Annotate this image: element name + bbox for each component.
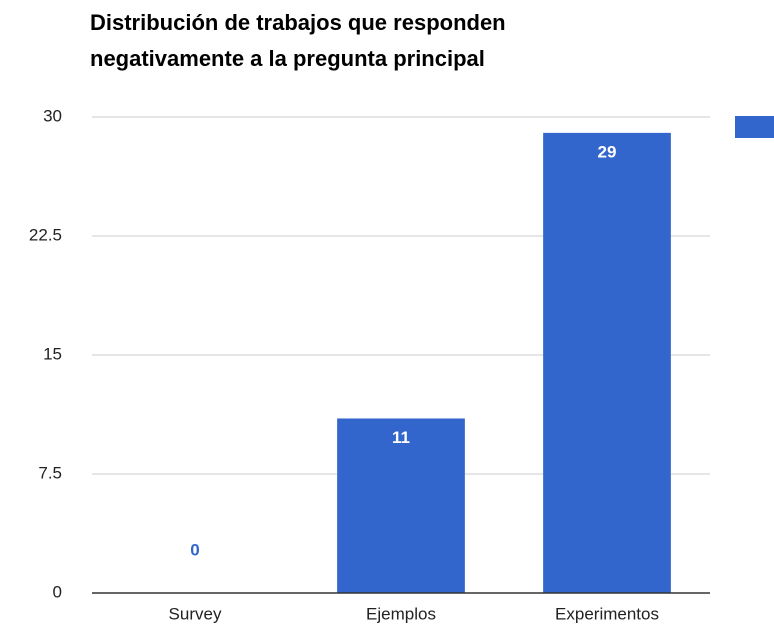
bar	[543, 132, 671, 593]
y-tick-label: 7.5	[38, 463, 62, 482]
x-tick-label: Experimentos	[555, 604, 659, 623]
y-tick-label: 30	[43, 106, 62, 125]
chart-title: negativamente a la pregunta principal	[90, 46, 485, 71]
x-tick-label: Ejemplos	[366, 604, 436, 623]
data-label: 11	[392, 428, 410, 447]
y-tick-label: 15	[43, 344, 62, 363]
y-tick-label: 22.5	[29, 225, 62, 244]
bar	[337, 418, 465, 593]
data-label: 29	[598, 142, 617, 161]
chart-title: Distribución de trabajos que responden	[90, 10, 506, 35]
data-label: 0	[190, 540, 199, 559]
x-tick-label: Survey	[169, 604, 222, 623]
legend-swatch	[735, 116, 774, 138]
y-tick-label: 0	[53, 582, 62, 601]
